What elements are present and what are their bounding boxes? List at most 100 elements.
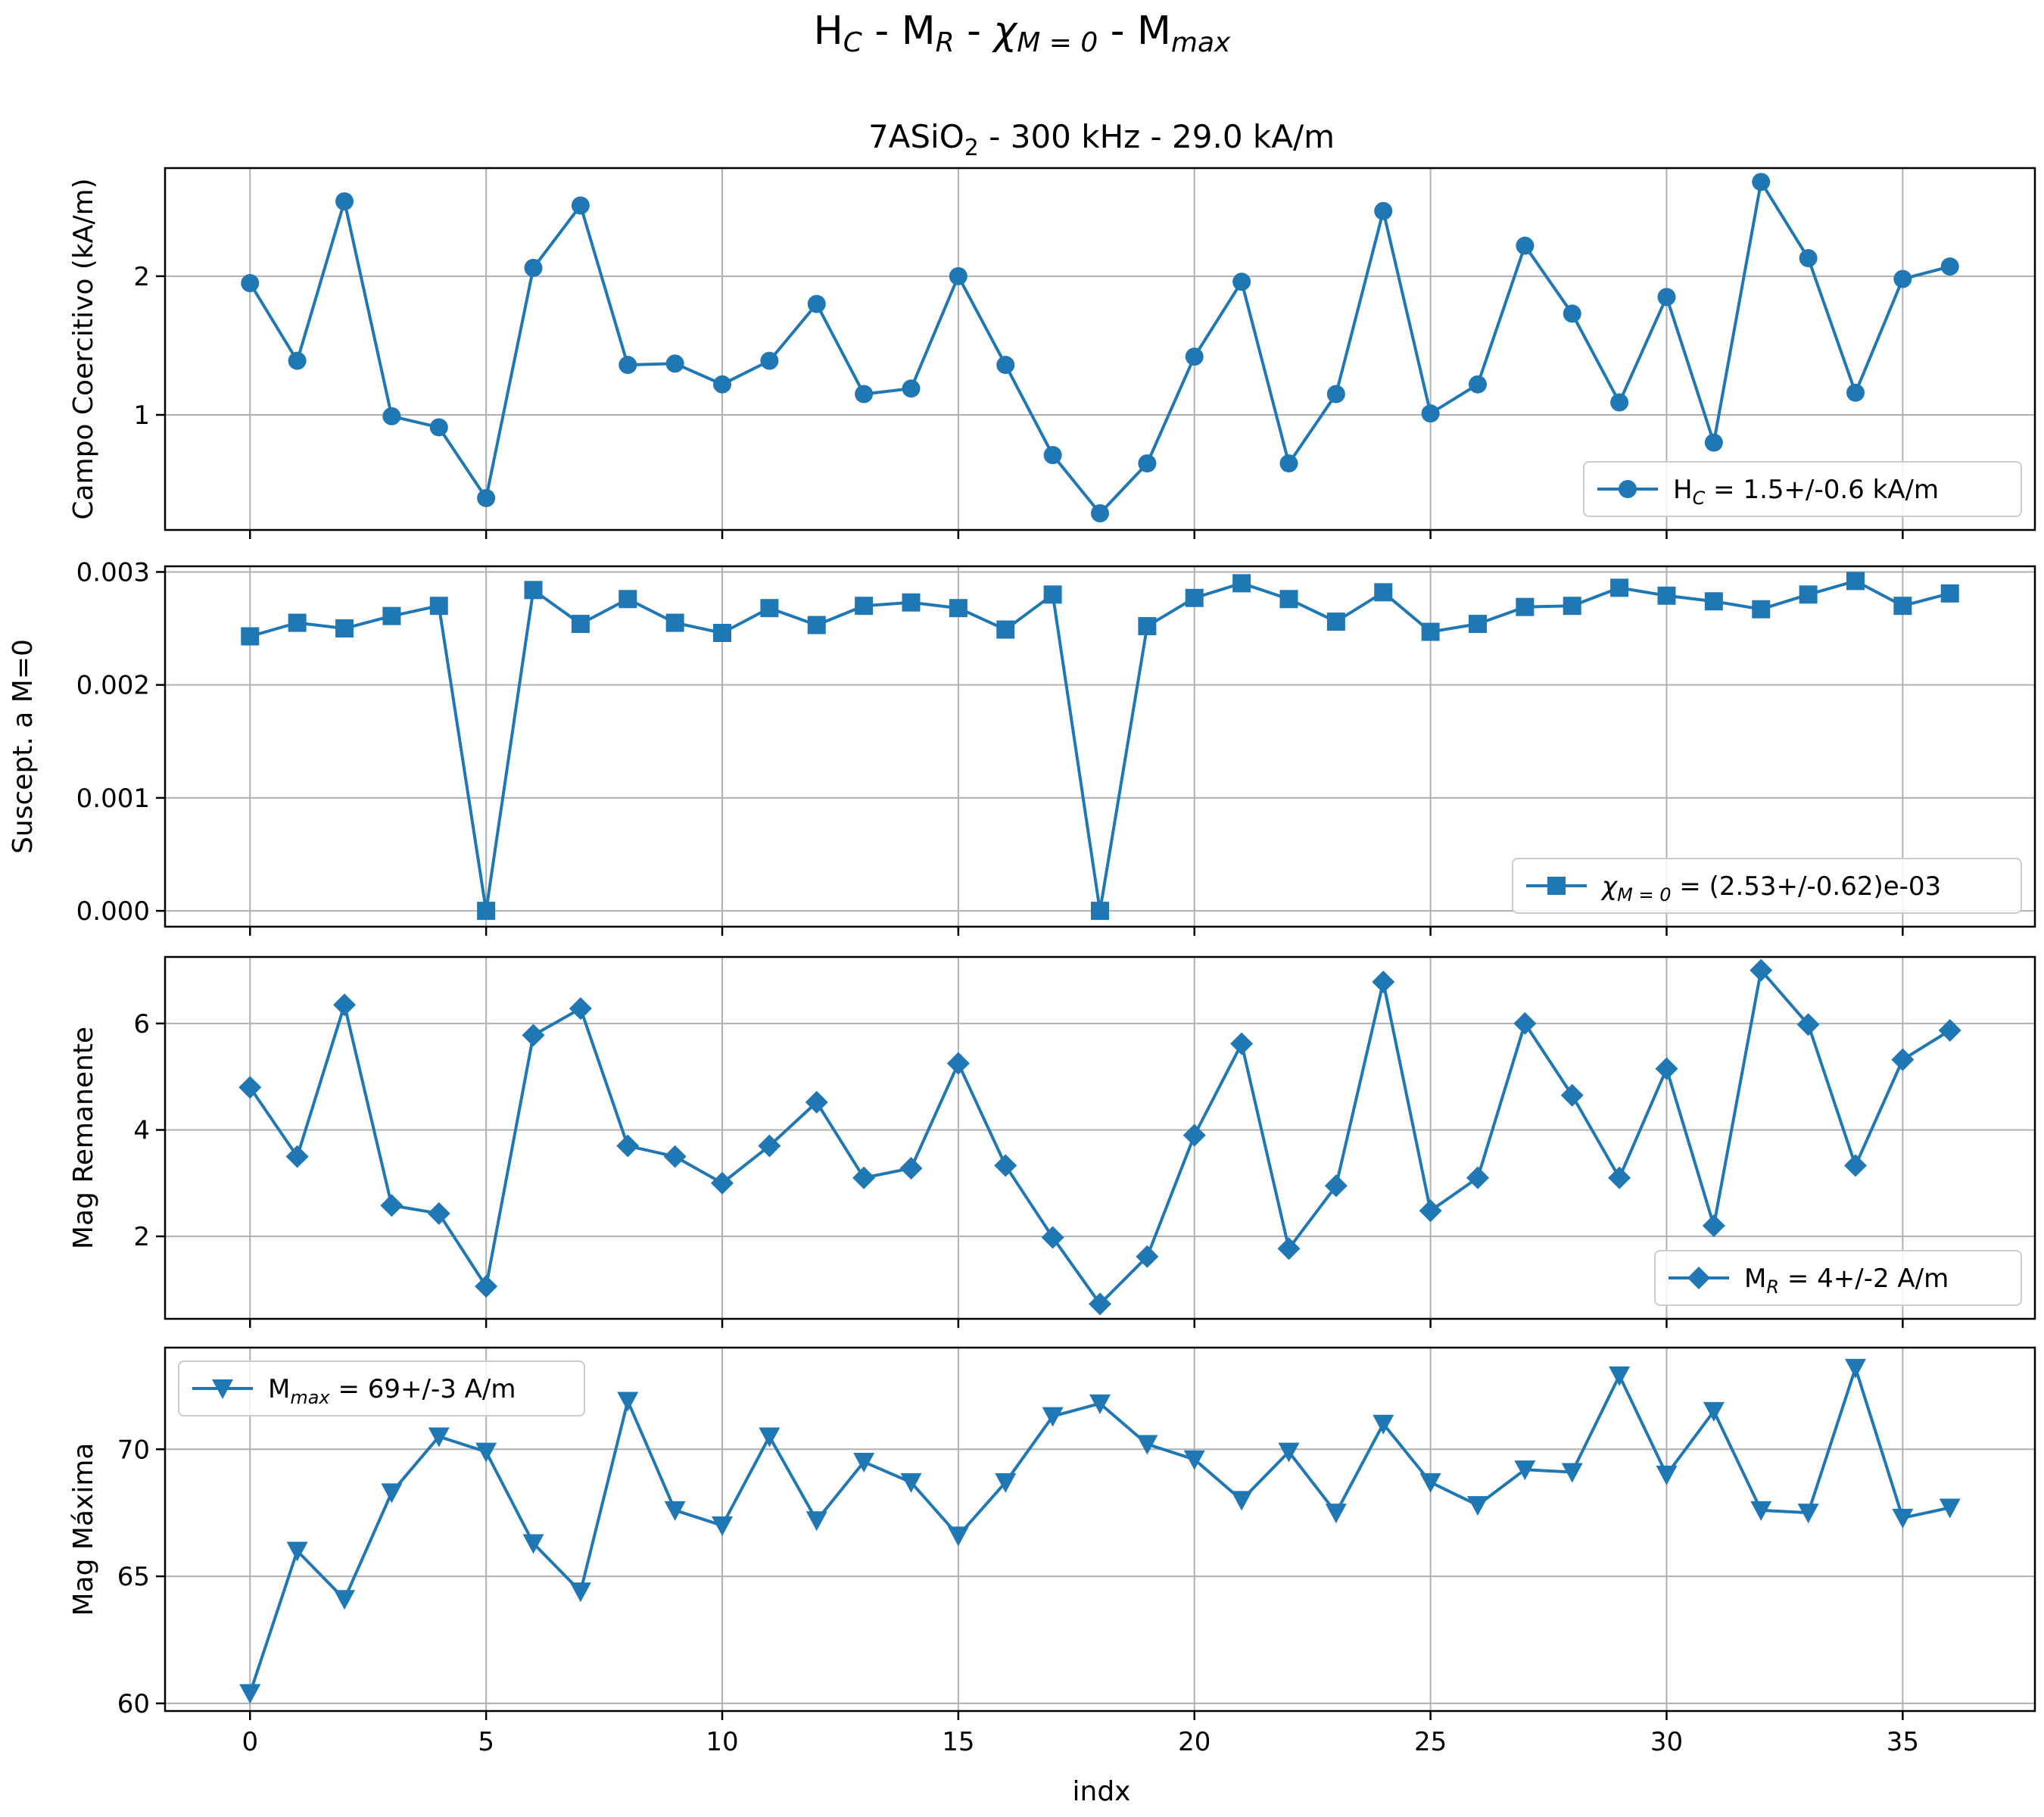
data-point [1466,1496,1488,1516]
data-point [899,1157,923,1180]
legend-marker [1547,877,1566,895]
data-point [759,1427,781,1448]
data-point [712,1516,734,1536]
y-tick-label: 2 [133,262,150,292]
data-point [239,1684,261,1704]
x-tick-label: 5 [478,1727,494,1757]
data-point [1939,1498,1961,1519]
data-point [1041,1226,1064,1249]
data-point [1657,288,1676,307]
subplot-panels: 1 2 Campo Coercitivo (kA/m) HC = 1.5+/-0.6 … [8,167,2036,1757]
data-point [1891,1048,1915,1071]
data-point [1892,1508,1914,1529]
data-point [524,581,543,600]
data-point [335,619,354,638]
y-tick-label: 6 [133,1009,150,1039]
data-point [1655,1057,1678,1080]
data-point [852,1166,876,1189]
x-tick-label: 20 [1178,1727,1211,1757]
data-point [1277,1237,1301,1261]
data-point [429,418,448,437]
x-tick-label: 15 [942,1727,974,1757]
x-tick-label: 30 [1650,1727,1683,1757]
data-point [1468,615,1487,634]
data-point [285,1145,309,1168]
data-point [1656,1465,1678,1485]
legend: MR = 4+/-2 A/m [1654,1250,2022,1306]
data-point [760,351,779,370]
y-tick-label: 1 [133,400,150,431]
data-point [1940,584,1959,603]
data-point [900,1473,922,1493]
data-point [1232,273,1251,291]
data-point [522,1024,545,1047]
legend-box [1512,858,2022,914]
legend-box [1583,461,2022,517]
data-point [288,613,307,632]
data-point [1702,1214,1725,1237]
data-point [241,274,260,293]
x-tick-label: 25 [1414,1727,1447,1757]
data-point [1325,1504,1347,1524]
data-point [996,620,1015,639]
legend-label: MR = 4+/-2 A/m [1744,1264,1949,1298]
data-point [805,1511,827,1532]
series-line [248,1366,1951,1694]
data-point [1513,1011,1537,1035]
data-point [1843,1154,1867,1177]
data-point [1091,504,1109,523]
data-point [1136,1435,1158,1455]
data-point [1468,375,1487,394]
data-point [1043,446,1062,465]
data-point [1466,1166,1489,1189]
y-tick-label: 65 [117,1562,150,1592]
data-point [618,590,637,609]
data-point [477,488,496,507]
data-point [853,1453,875,1473]
data-point [994,1154,1017,1177]
data-point [1893,270,1912,288]
x-tick-label: 10 [706,1727,738,1757]
axes-frame [164,167,2036,531]
y-axis-label: Campo Coercitivo (kA/m) [68,178,99,519]
data-point [713,624,732,643]
data-point [855,597,874,616]
data-point [1610,578,1629,597]
data-point [333,993,357,1017]
data-point [1516,236,1535,255]
data-point [569,997,592,1021]
subplot-1: 1 2 Campo Coercitivo (kA/m) HC = 1.5+/-0.6 … [68,167,2036,539]
data-point [1326,612,1345,631]
y-axis-label: Mag Remanente [68,1027,99,1249]
data-point [946,1052,970,1075]
data-point [807,295,826,313]
data-point [617,1392,639,1412]
y-tick-label: 70 [117,1435,150,1465]
data-point [1421,622,1440,641]
data-point [1372,971,1395,994]
x-tick-label: 35 [1887,1727,1919,1757]
data-point [571,196,590,215]
data-point [1703,1401,1725,1422]
data-point [1610,393,1629,412]
data-point [665,354,684,373]
legend-marker [212,1379,233,1399]
data-point [664,1501,686,1521]
data-point [1846,572,1865,591]
axes-subtitle: 7ASiO2 - 300 kHz - 29.0 kA/m [868,118,1335,161]
data-point [995,1473,1017,1493]
data-point [1940,257,1959,276]
data-point [569,1582,591,1603]
data-point [1752,600,1771,619]
data-point [996,356,1015,375]
data-point [1514,1460,1536,1481]
data-point [902,593,921,612]
data-point [1138,454,1157,473]
data-point [618,356,637,375]
data-point [1138,617,1157,636]
data-point [380,1194,404,1217]
data-point [1230,1032,1254,1055]
x-axis-label: indx [1073,1776,1131,1807]
data-point [1374,583,1393,602]
